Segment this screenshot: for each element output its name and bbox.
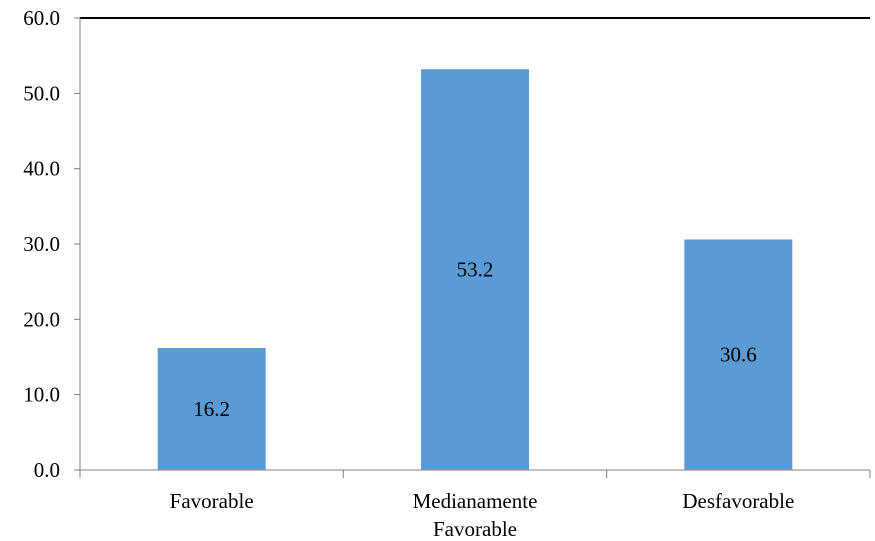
data-label-1: 16.2 xyxy=(193,397,230,421)
bar-2 xyxy=(421,69,529,470)
y-tick-label: 30.0 xyxy=(23,232,60,256)
y-tick-label: 20.0 xyxy=(23,307,60,331)
category-label-line: Medianamente xyxy=(413,489,538,513)
bar-3 xyxy=(684,239,793,470)
data-label-2: 53.2 xyxy=(457,258,494,282)
category-label-line: Favorable xyxy=(170,489,254,513)
bars xyxy=(157,69,793,470)
category-label-line: Favorable xyxy=(433,517,517,541)
labels: 16.2 Favorable 53.2 Medianamente Favorable 30… xyxy=(170,258,795,541)
y-tick-label: 50.0 xyxy=(23,81,60,105)
category-label-3: Desfavorable xyxy=(682,489,794,513)
y-tick-label: 10.0 xyxy=(23,383,60,407)
bar-1 xyxy=(157,347,266,470)
category-label-2: Medianamente Favorable xyxy=(413,489,538,541)
y-tick-label: 60.0 xyxy=(23,6,60,30)
y-tick-label: 0.0 xyxy=(34,458,60,482)
axes: 0.0 10.0 20.0 30.0 40.0 50.0 60.0 xyxy=(23,6,871,482)
data-label-3: 30.6 xyxy=(720,343,757,367)
y-tick-label: 40.0 xyxy=(23,157,60,181)
category-label-1: Favorable xyxy=(170,489,254,513)
category-label-line: Desfavorable xyxy=(682,489,794,513)
